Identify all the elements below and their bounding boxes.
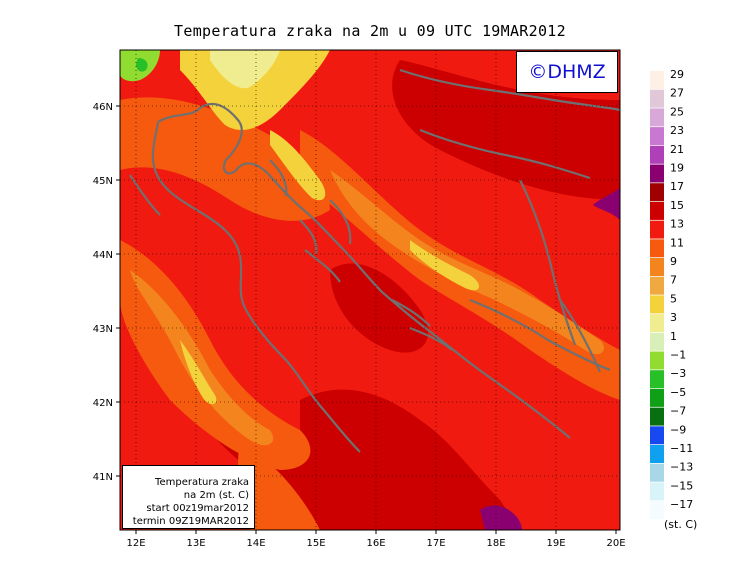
legend-unit: (st. C) [664, 518, 697, 531]
legend-swatch [650, 332, 664, 351]
lon-label-19e: 19E [546, 538, 565, 549]
legend-label: −1 [670, 349, 686, 362]
legend-swatch [650, 314, 664, 333]
temperature-zone-amber-italy [130, 270, 274, 446]
temperature-zone-orange-north [120, 97, 330, 221]
legend-label: 7 [670, 274, 677, 287]
lon-label-12e: 12E [126, 538, 145, 549]
temperature-zone-warm-adriatic [330, 263, 429, 353]
graticule [120, 50, 620, 530]
legend-label: 27 [670, 87, 684, 100]
lat-label-45n: 45N [93, 176, 113, 187]
temperature-zone-orange-south [238, 440, 320, 530]
legend-swatch [650, 108, 664, 127]
legend-swatch [650, 426, 664, 445]
legend-label: 23 [670, 124, 684, 137]
legend-swatch [650, 89, 664, 108]
legend-swatch [650, 127, 664, 146]
coastline [129, 68, 620, 453]
legend-swatch [650, 388, 664, 407]
legend-label: −17 [670, 498, 693, 511]
legend-label: 13 [670, 218, 684, 231]
lat-label-44n: 44N [93, 250, 113, 261]
lat-label-42n: 42N [93, 398, 113, 409]
temperature-zone-yellow-velebit [270, 130, 326, 201]
legend-label: 5 [670, 292, 677, 305]
lat-label-46n: 46N [93, 102, 113, 113]
legend-label: −3 [670, 367, 686, 380]
info-line-start: start 00z19mar2012 [146, 503, 249, 514]
lat-label-41n: 41N [93, 472, 113, 483]
temperature-zone-yellow-dinaric [410, 240, 480, 291]
legend-label: 15 [670, 199, 684, 212]
lon-label-16e: 16E [366, 538, 385, 549]
legend-swatch [650, 482, 664, 501]
lon-label-14e: 14E [246, 538, 265, 549]
legend-swatch [650, 370, 664, 389]
legend-label: −13 [670, 461, 693, 474]
legend-label: −5 [670, 386, 686, 399]
info-line-termin: termin 09Z19MAR2012 [132, 516, 249, 527]
lat-label-43n: 43N [93, 324, 113, 335]
legend-label: −15 [670, 479, 693, 492]
temperature-zone-warm-east [392, 60, 620, 200]
temperature-zone-amber-dinaric [330, 170, 605, 355]
info-line-unit: na 2m (st. C) [183, 490, 249, 501]
legend-label: 11 [670, 236, 684, 249]
legend-swatches [650, 71, 664, 520]
legend-label: 17 [670, 180, 684, 193]
legend-label: 21 [670, 143, 684, 156]
color-legend: 29 27 25 23 21 19 17 15 13 11 9 7 5 3 1 −1 −3 −5 −7 −9 −11 −1… [650, 68, 697, 531]
legend-label: 1 [670, 330, 677, 343]
dhmz-logo: ©DHMZ [516, 51, 618, 93]
legend-label: −11 [670, 442, 693, 455]
axis-ticks [116, 105, 617, 534]
temperature-zone-lightyellow-alps [210, 50, 280, 89]
temperature-zone-darkgreen-alps [136, 58, 148, 72]
legend-label: 9 [670, 255, 677, 268]
info-box: Temperatura zraka na 2m (st. C) start 00… [122, 465, 255, 529]
legend-swatch [650, 201, 664, 220]
legend-swatch [650, 183, 664, 202]
legend-swatch [650, 164, 664, 183]
legend-swatch [650, 276, 664, 295]
legend-swatch [650, 295, 664, 314]
info-line-variable: Temperatura zraka [155, 477, 249, 488]
legend-labels: 29 27 25 23 21 19 17 15 13 11 9 7 5 3 1 −1 −3 −5 −7 −9 −11 −1… [670, 68, 693, 511]
legend-label: 29 [670, 68, 684, 81]
legend-swatch [650, 220, 664, 239]
legend-label: −7 [670, 405, 686, 418]
temperature-zone-orange-italy [120, 240, 311, 470]
lon-label-13e: 13E [186, 538, 205, 549]
lon-label-15e: 15E [306, 538, 325, 549]
temperature-zone-purple-south [480, 505, 522, 530]
legend-swatch [650, 71, 664, 89]
legend-label: 25 [670, 105, 684, 118]
lon-label-18e: 18E [486, 538, 505, 549]
temperature-zone-purple-east [593, 188, 620, 220]
legend-swatch [650, 445, 664, 463]
temperature-zone-warm-south [300, 389, 520, 530]
legend-swatch [650, 145, 664, 164]
map-title: Temperatura zraka na 2m u 09 UTC 19MAR20… [174, 22, 566, 40]
temperature-zone-yellow-italy [180, 340, 217, 405]
legend-swatch [650, 351, 664, 370]
map-frame [119, 49, 621, 531]
legend-swatch [650, 258, 664, 276]
legend-swatch [650, 463, 664, 482]
legend-swatch [650, 407, 664, 426]
legend-label: −9 [670, 423, 686, 436]
legend-label: 3 [670, 311, 677, 324]
legend-label: 19 [670, 162, 684, 175]
lon-label-17e: 17E [426, 538, 445, 549]
legend-swatch [650, 239, 664, 258]
lon-label-20e: 20E [606, 538, 625, 549]
legend-swatch [650, 501, 664, 520]
